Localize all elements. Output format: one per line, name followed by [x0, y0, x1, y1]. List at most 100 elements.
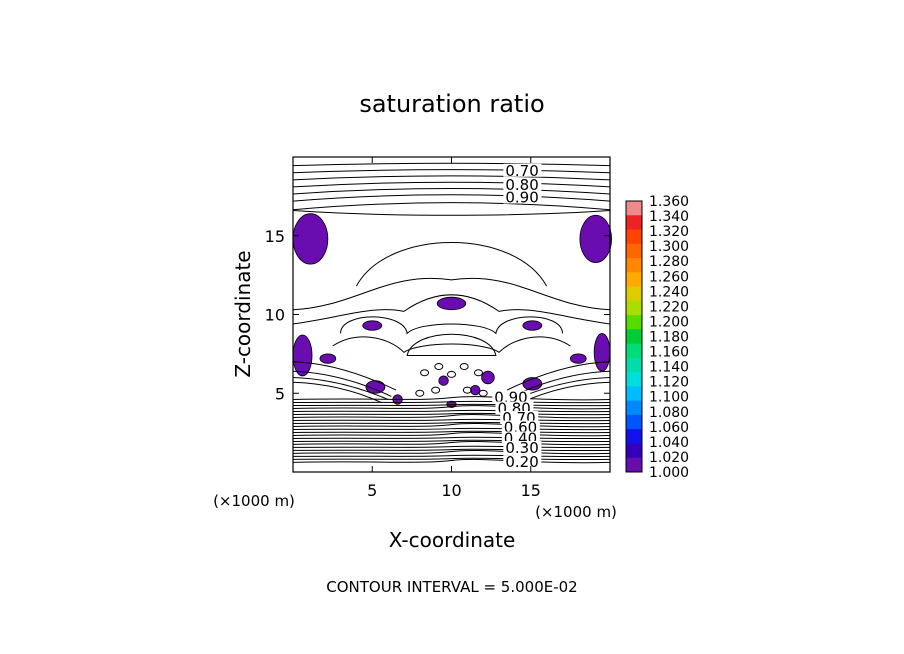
colorbar-swatch: [626, 386, 642, 402]
contour-line: [293, 175, 610, 181]
contour-line: [462, 386, 472, 394]
contour-line: [293, 194, 610, 202]
colorbar-tick-label: 1.020: [649, 450, 689, 466]
contour-line: [293, 377, 389, 401]
supersaturated-region: [470, 384, 481, 396]
contour-line: [293, 162, 610, 167]
contour-line: [293, 414, 610, 419]
colorbar-swatch: [626, 258, 642, 273]
colorbar-tick-label: 1.260: [649, 269, 689, 285]
contour-line: [293, 370, 392, 397]
colorbar-swatch: [626, 343, 642, 359]
supersaturated-region: [569, 353, 587, 364]
supersaturated-region: [579, 214, 612, 263]
colorbar-swatch: [626, 229, 642, 245]
x-tick-label: 10: [441, 481, 461, 500]
supersaturated-region: [438, 375, 449, 386]
colorbar-frame: [625, 200, 643, 473]
supersaturated-region: [593, 332, 611, 372]
contour-label-bg: [503, 440, 542, 454]
contour-lines: [293, 162, 610, 464]
contour-line: [340, 316, 563, 335]
contour-label-bg: [501, 420, 540, 434]
contour-line: [293, 421, 610, 425]
y-tick-label: 5: [275, 384, 285, 403]
contour-labels: 0.700.800.900.900.800.700.600.400.300.20: [492, 162, 542, 471]
x-tick-label: 5: [367, 481, 377, 500]
contour-line: [293, 432, 610, 437]
contour-label-bg: [503, 163, 542, 177]
contour-line: [293, 294, 610, 325]
colorbar-tick-label: 1.200: [649, 314, 689, 330]
colorbar-tick-label: 1.120: [649, 375, 689, 391]
contour-line: [293, 412, 610, 416]
colorbar-swatch: [626, 457, 642, 473]
colorbar-swatch: [626, 400, 642, 416]
contour-line: [293, 403, 610, 407]
colorbar-tick-label: 1.360: [649, 194, 689, 210]
contour-line: [293, 188, 610, 195]
contour-line: [293, 418, 610, 422]
colorbar-swatch: [626, 443, 642, 459]
x-unit-label-left: (×1000 m): [213, 492, 295, 510]
colorbar-swatch: [626, 315, 642, 330]
contour-line: [415, 389, 425, 397]
contour-line: [293, 396, 610, 401]
contour-line: [293, 405, 610, 410]
contour-line: [293, 448, 610, 452]
x-unit-label-right: (×1000 m): [535, 503, 617, 521]
contour-line: [406, 333, 497, 356]
colorbar-tick-label: 1.000: [649, 465, 689, 481]
contour-label: 0.70: [505, 162, 538, 180]
contour-line: [293, 181, 610, 188]
contour-line: [434, 362, 444, 370]
colorbar-tick-label: 1.320: [649, 224, 689, 240]
y-axis-label: Z-coordinate: [231, 250, 255, 377]
contour-line: [293, 458, 610, 464]
colorbar-swatch: [626, 215, 642, 231]
colorbar-swatch: [626, 300, 642, 316]
contour-line: [293, 409, 610, 413]
contour-label-bg: [503, 190, 542, 204]
contour-line: [293, 430, 610, 434]
contour-line: [355, 242, 548, 287]
contour-interval-note: CONTOUR INTERVAL = 5.000E-02: [326, 578, 577, 596]
contour-label-bg: [492, 390, 531, 404]
colorbar-swatch: [626, 414, 642, 430]
colorbar-tick-label: 1.080: [649, 405, 689, 421]
contour-line: [293, 427, 610, 431]
colorbar-tick-label: 1.300: [649, 239, 689, 255]
supersaturated-region: [362, 320, 383, 331]
contour-line: [293, 423, 610, 428]
supersaturated-region: [436, 296, 467, 311]
contour-line: [293, 439, 610, 443]
contour-line: [293, 169, 610, 174]
contour-label: 0.90: [505, 189, 538, 207]
contour-line: [431, 386, 441, 394]
plot-area: 0.700.800.900.900.800.700.600.400.300.20: [292, 156, 612, 473]
colorbar-swatch: [626, 329, 642, 345]
colorbar-swatch: [626, 429, 642, 444]
colorbar-tick-label: 1.060: [649, 420, 689, 436]
y-tick-label: 10: [265, 306, 285, 325]
contour-line: [293, 457, 610, 461]
colorbar-tick-label: 1.340: [649, 209, 689, 225]
supersaturated-region: [522, 320, 543, 331]
contour-line: [459, 362, 469, 370]
contour-line: [420, 369, 430, 377]
contour-line: [293, 440, 610, 446]
contour-line: [293, 361, 397, 391]
x-axis-ticks: 5 10 15: [367, 157, 541, 500]
supersaturated-region: [319, 353, 337, 364]
colorbar-tick-label: 1.140: [649, 360, 689, 376]
contour-label: 0.30: [505, 439, 538, 457]
colorbar-tick-label: 1.240: [649, 284, 689, 300]
colorbar-tick-label: 1.040: [649, 435, 689, 451]
contour-line: [478, 389, 488, 397]
contour-label: 0.20: [505, 453, 538, 471]
supersaturated-region: [292, 213, 329, 265]
colorbar: 1.3601.3401.3201.3001.2801.2601.2401.220…: [625, 194, 689, 481]
contour-line: [473, 369, 483, 377]
colorbar-tick-label: 1.160: [649, 345, 689, 361]
contour-line: [332, 336, 571, 353]
